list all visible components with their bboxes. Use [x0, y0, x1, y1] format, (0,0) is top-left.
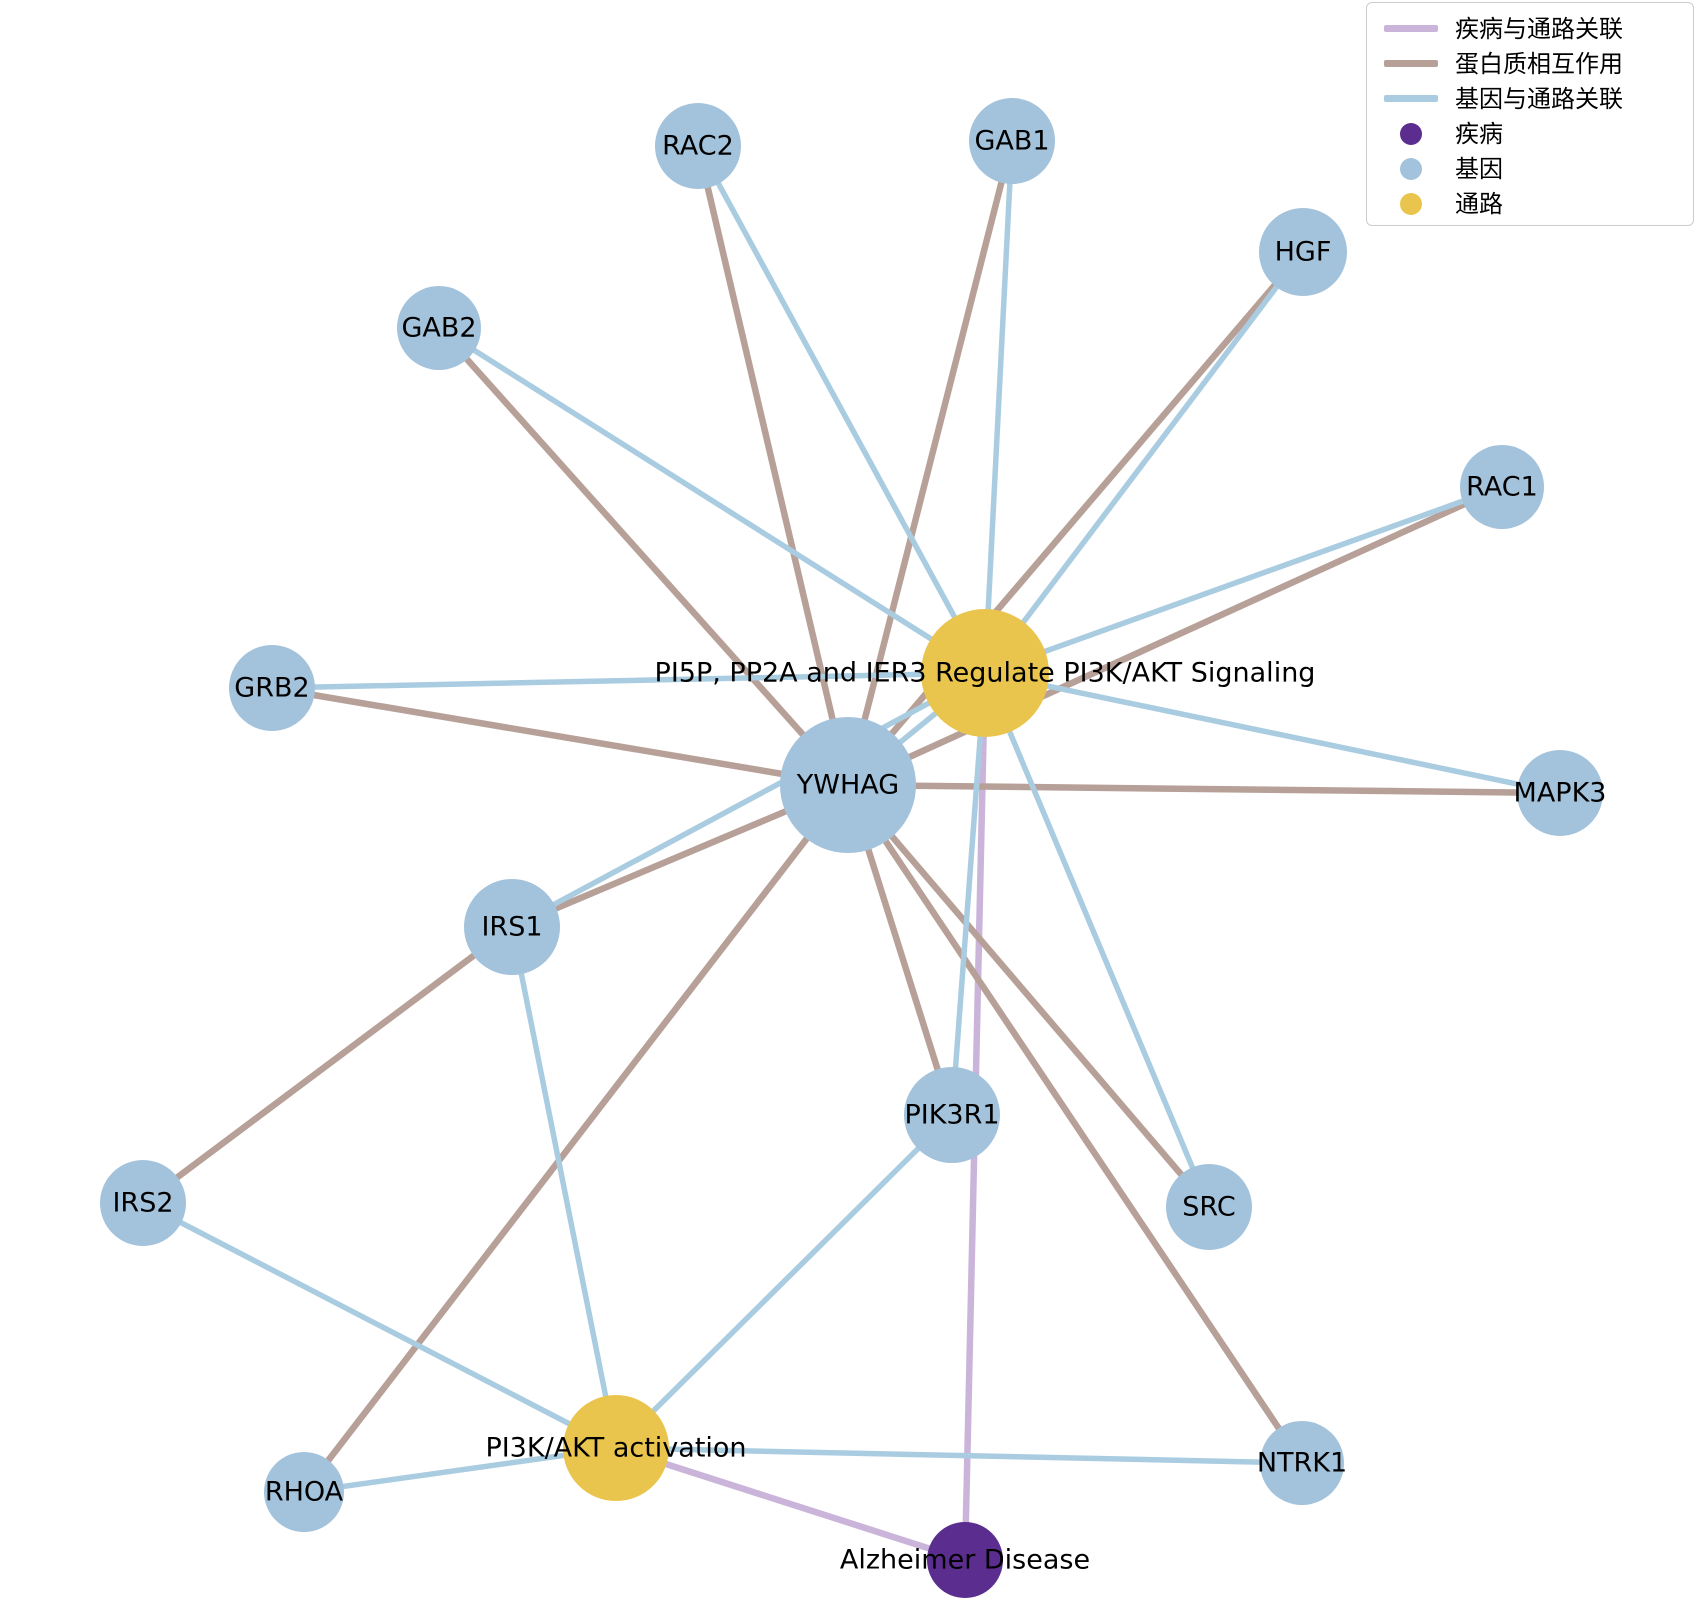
edge-gene_pathway-gab2-pi5p_pathway	[436, 325, 988, 676]
node-ntrk1	[1260, 1421, 1344, 1505]
edge-gene_pathway-irs2-pi3k_akt_activation	[140, 1200, 619, 1451]
edge-gene_pathway-rac2-pi5p_pathway	[695, 143, 988, 676]
legend-item-2: 基因与通路关联	[1367, 81, 1693, 116]
legend-label: 疾病	[1455, 119, 1503, 148]
edge-ppi-ywhag-grb2	[268, 684, 852, 789]
node-label-gab2: GAB2	[401, 313, 476, 344]
node-pik3r1	[904, 1067, 1000, 1163]
legend-line-swatch-1	[1384, 60, 1438, 67]
node-label-rhoa: RHOA	[265, 1477, 344, 1508]
edge-ppi-irs1-irs2	[139, 923, 516, 1207]
legend-line-swatch-0	[1384, 25, 1438, 32]
edge-ppi-ywhag-rac1	[844, 483, 1506, 789]
node-alzheimer	[927, 1522, 1003, 1598]
node-pi3k_akt_activation	[563, 1395, 669, 1501]
edge-gene_pathway-pik3r1-pi5p_pathway	[949, 670, 988, 1118]
node-mapk3	[1517, 750, 1603, 836]
node-label-irs1: IRS1	[481, 912, 542, 943]
legend-label: 基因	[1455, 154, 1503, 183]
legend-label: 通路	[1455, 189, 1503, 218]
legend-line-swatch-2	[1384, 95, 1438, 102]
edge-ppi-ywhag-rhoa	[300, 781, 852, 1496]
edge-ppi-ywhag-src	[844, 781, 1213, 1211]
node-rac1	[1460, 445, 1544, 529]
legend-label: 蛋白质相互作用	[1455, 49, 1623, 78]
edge-gene_pathway-rac1-pi5p_pathway	[982, 484, 1505, 676]
node-hgf	[1259, 208, 1347, 296]
edge-ppi-ywhag-rac2	[694, 142, 852, 789]
node-grb2	[229, 645, 315, 731]
node-label-hgf: HGF	[1275, 237, 1332, 268]
legend-dot-swatch-4	[1400, 157, 1422, 180]
node-label-mapk3: MAPK3	[1514, 778, 1607, 809]
node-irs1	[464, 879, 560, 975]
legend-swatch-cell	[1367, 25, 1455, 32]
legend-label: 基因与通路关联	[1455, 84, 1623, 113]
node-ywhag	[780, 717, 916, 853]
legend-dot-swatch-5	[1400, 192, 1422, 215]
node-label-pik3r1: PIK3R1	[904, 1100, 999, 1131]
node-pi5p_pathway	[921, 609, 1049, 737]
node-label-pi3k_akt_activation: PI3K/AKT activation	[485, 1433, 746, 1464]
node-label-ntrk1: NTRK1	[1257, 1448, 1347, 1479]
legend-swatch-cell	[1367, 157, 1455, 180]
legend-swatch-cell	[1367, 60, 1455, 67]
edge-gene_pathway-grb2-pi5p_pathway	[269, 670, 988, 691]
edge-gene_pathway-hgf-pi5p_pathway	[982, 249, 1306, 676]
edge-disease_pathway-alzheimer-pi3k_akt_activation	[612, 1444, 969, 1564]
node-irs2	[100, 1160, 186, 1246]
node-rac2	[655, 103, 741, 189]
edge-gene_pathway-src-pi5p_pathway	[982, 670, 1212, 1210]
legend-item-4: 基因	[1367, 151, 1693, 186]
edge-gene_pathway-ntrk1-pi3k_akt_activation	[613, 1445, 1305, 1466]
node-label-rac1: RAC1	[1466, 472, 1538, 503]
labels-layer: RAC2 GAB1 HGF GAB2 RAC1 GRB2 PI5P, PP2A and IE…	[112, 126, 1606, 1576]
edge-gene_pathway-irs1-pi5p_pathway	[509, 670, 988, 930]
legend-swatch-cell	[1367, 122, 1455, 145]
edge-ppi-ywhag-hgf	[844, 248, 1307, 789]
node-label-rac2: RAC2	[662, 131, 734, 162]
edge-ppi-ywhag-ntrk1	[844, 781, 1306, 1467]
nodes-layer	[100, 98, 1603, 1598]
node-gab2	[397, 286, 481, 370]
node-label-ywhag: YWHAG	[796, 770, 899, 801]
legend-item-0: 疾病与通路关联	[1367, 11, 1693, 46]
edges-layer	[139, 137, 1564, 1564]
node-label-gab1: GAB1	[974, 126, 1049, 157]
node-rhoa	[264, 1452, 344, 1532]
legend-label: 疾病与通路关联	[1455, 14, 1623, 43]
node-label-pi5p_pathway: PI5P, PP2A and IER3 Regulate PI3K/AKT Si…	[655, 658, 1316, 689]
legend-dot-swatch-3	[1400, 122, 1422, 145]
node-label-irs2: IRS2	[112, 1188, 173, 1219]
legend-item-1: 蛋白质相互作用	[1367, 46, 1693, 81]
edge-gene_pathway-mapk3-pi5p_pathway	[982, 670, 1563, 796]
node-label-src: SRC	[1182, 1192, 1235, 1223]
edge-gene_pathway-irs1-pi3k_akt_activation	[509, 924, 619, 1451]
node-label-alzheimer: Alzheimer Disease	[840, 1545, 1090, 1576]
legend-swatch-cell	[1367, 192, 1455, 215]
edge-ppi-ywhag-mapk3	[844, 781, 1564, 797]
edge-ppi-ywhag-gab2	[435, 324, 852, 789]
legend-item-3: 疾病	[1367, 116, 1693, 151]
legend-swatch-cell	[1367, 95, 1455, 102]
edge-gene_pathway-pik3r1-pi3k_akt_activation	[613, 1112, 955, 1451]
edge-gene_pathway-gab1-pi5p_pathway	[982, 138, 1015, 676]
legend: 疾病与通路关联 蛋白质相互作用 基因与通路关联 疾病基因通路	[1366, 2, 1694, 226]
node-label-grb2: GRB2	[234, 673, 309, 704]
legend-item-5: 通路	[1367, 186, 1693, 221]
node-src	[1166, 1164, 1252, 1250]
node-gab1	[969, 98, 1055, 184]
